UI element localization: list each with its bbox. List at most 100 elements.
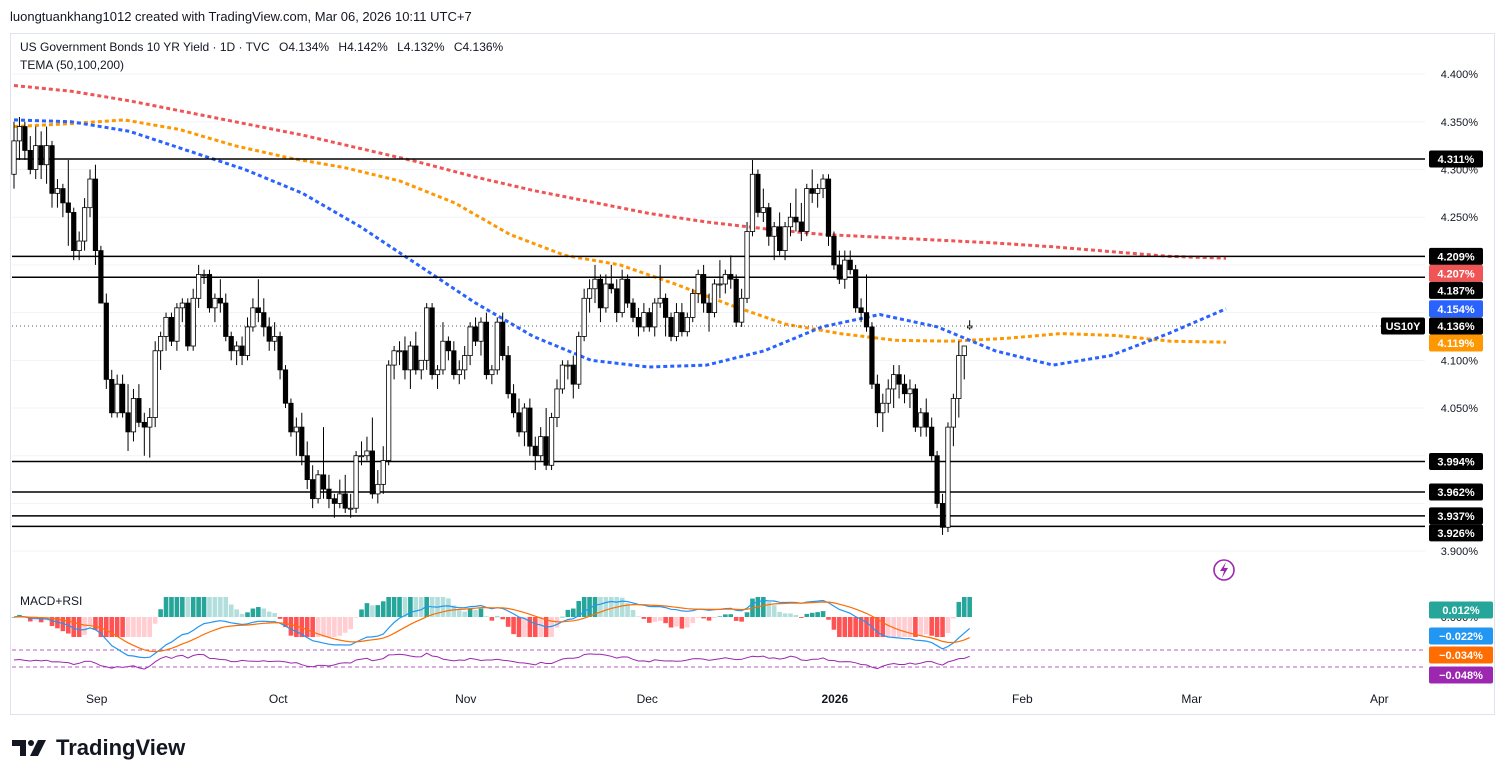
candle-body <box>907 388 913 395</box>
candle-body <box>489 369 495 376</box>
macd-histogram-bar <box>706 617 712 621</box>
candle-body <box>717 283 723 286</box>
chart-attribution: luongtuankhang1012 created with TradingV… <box>10 9 472 24</box>
candle-body <box>923 412 929 428</box>
candle-body <box>369 450 375 495</box>
macd-histogram-bar <box>940 617 945 637</box>
candle-body <box>527 407 533 447</box>
candle-body <box>261 312 267 328</box>
macd-histogram-bar <box>891 617 896 637</box>
time-axis[interactable]: Sep Oct Nov Dec 2026 Feb Mar Apr <box>86 692 1389 706</box>
macd-histogram-bar <box>592 597 598 617</box>
macd-histogram-bar <box>647 617 652 623</box>
macd-histogram-bar <box>902 617 907 637</box>
price-tag-label: 3.994% <box>1437 456 1475 468</box>
macd-histogram-bar <box>76 617 82 637</box>
candle-body <box>679 312 685 333</box>
candle-body <box>174 307 180 342</box>
macd-histogram-bar <box>581 597 587 617</box>
macd-tag: −0.022% <box>1429 627 1493 645</box>
macd-histogram-bar <box>38 617 44 623</box>
price-tag: 3.937% <box>1429 507 1483 525</box>
rsi-line <box>13 652 970 670</box>
candle-body <box>255 307 261 314</box>
macd-histogram-bar <box>847 617 853 637</box>
macd-histogram-bar <box>228 604 234 617</box>
candle-body <box>206 274 213 309</box>
tradingview-brand[interactable]: TradingView <box>12 735 185 761</box>
macd-histogram-bar <box>277 617 283 619</box>
candle-body <box>407 345 413 371</box>
macd-tag-label: 0.012% <box>1442 605 1480 617</box>
candles <box>11 117 973 535</box>
macd-histogram-bar <box>391 597 397 617</box>
macd-histogram-bar <box>152 617 158 624</box>
candle-body <box>364 450 370 457</box>
price-tag-label: 3.926% <box>1437 528 1475 540</box>
tema100-line <box>13 118 1227 344</box>
macd-histogram-bar <box>875 617 880 637</box>
candle-body <box>201 274 207 276</box>
candle-body <box>462 355 468 371</box>
macd-histogram-bar <box>804 613 810 617</box>
candle-body <box>391 350 397 366</box>
macd-histogram-bar <box>923 617 929 635</box>
candle-body <box>722 274 728 285</box>
candle-body <box>863 312 870 328</box>
candle-body <box>896 374 902 385</box>
candle-body <box>869 326 875 385</box>
candle-body <box>43 145 50 166</box>
price-tag: 4.209% <box>1429 247 1483 265</box>
price-tag-box <box>1429 264 1483 282</box>
candle-body <box>98 250 104 304</box>
price-axis-label: 4.100% <box>1441 355 1479 367</box>
price-tag-label: 4.207% <box>1437 268 1475 280</box>
alert-bolt-icon[interactable] <box>1213 559 1235 581</box>
macd-histogram-bar <box>733 617 739 621</box>
candle-body <box>326 488 332 500</box>
candle-body <box>92 178 99 251</box>
macd-histogram-bar <box>223 597 229 617</box>
macd-histogram-bar <box>359 609 364 617</box>
macd-histogram-bar <box>397 597 402 617</box>
candle-body <box>60 188 66 204</box>
macd-rsi-legend[interactable]: MACD+RSI <box>20 594 83 608</box>
candle-body <box>299 426 305 457</box>
macd-histogram-bar <box>668 617 674 628</box>
candle-body <box>706 302 712 314</box>
candle-body <box>120 383 126 414</box>
macd-histogram-bar <box>408 597 413 617</box>
tema-legend[interactable]: TEMA (50,100,200) <box>20 58 125 72</box>
candle-body <box>771 226 777 237</box>
macd-histogram-bar <box>831 617 837 630</box>
macd-histogram-bar <box>27 617 33 622</box>
time-axis-label: Feb <box>1012 692 1033 706</box>
price-tag-label: 4.209% <box>1437 251 1475 263</box>
candle-body <box>510 393 517 414</box>
macd-histogram-bar <box>842 617 848 637</box>
candle-body <box>516 412 522 433</box>
macd-histogram-bar <box>945 617 951 634</box>
candle-body <box>500 321 506 356</box>
price-tag-box <box>1429 452 1483 470</box>
macd-histogram-bar <box>630 609 636 617</box>
candle-body <box>33 145 39 170</box>
macd-rsi-pane <box>11 597 1425 670</box>
macd-tag-box <box>1429 601 1493 619</box>
macd-histogram-bar <box>500 617 505 620</box>
macd-histogram-bar <box>136 617 142 637</box>
macd-histogram-bar <box>956 601 962 617</box>
macd-histogram-bar <box>375 605 381 617</box>
candle-body <box>158 336 164 352</box>
price-tag: 4.187% <box>1429 281 1483 299</box>
candle-body <box>456 369 462 376</box>
candle-body <box>434 369 441 376</box>
candle-body <box>141 421 147 428</box>
macd-tag: 0.012% <box>1429 601 1493 619</box>
macd-histogram-bar <box>11 617 17 618</box>
candle-body <box>293 426 299 433</box>
candle-body <box>282 369 289 404</box>
candle-body <box>728 274 734 280</box>
candle-body <box>348 507 354 510</box>
